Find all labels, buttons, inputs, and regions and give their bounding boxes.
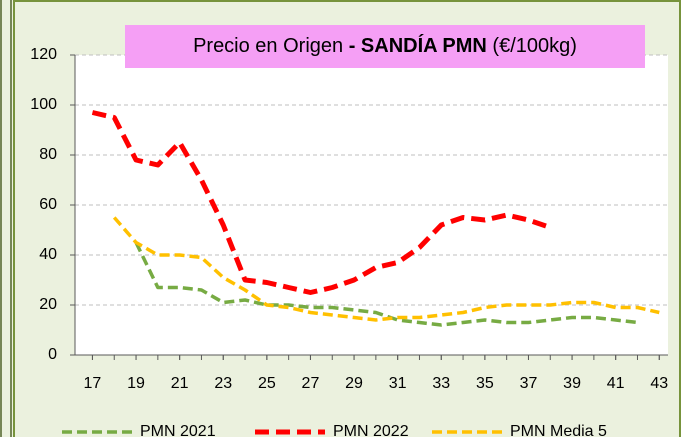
y-tick-label: 40 [39,246,57,263]
x-tick-label: 23 [214,375,232,392]
x-tick-label: 17 [84,375,102,392]
title-part: Precio en Origen [193,35,343,57]
y-tick-label: 60 [39,196,57,213]
x-tick-label: 35 [476,375,494,392]
legend-label: PMN 2022 [333,423,409,437]
x-tick-label: 29 [345,375,363,392]
y-tick-label: 80 [39,146,57,163]
chart-title: Precio en Origen - SANDÍA PMN (€/100kg) [193,34,577,57]
lines [91,110,660,327]
x-tick-label: 27 [302,375,320,392]
x-tick-label: 25 [258,375,276,392]
x-tick-label: 41 [607,375,625,392]
y-tick-label: 0 [48,346,57,363]
legend: PMN 2021 PMN 2022 PMN Media 5 [62,423,607,440]
x-tick-label: 33 [432,375,450,392]
y-tick-label: 100 [30,96,57,113]
series-line [112,216,660,322]
title-part: (€/100kg) [492,35,577,57]
y-tick-label: 20 [39,296,57,313]
y-tick-label: 120 [30,46,57,63]
legend-label: PMN 2021 [140,423,216,437]
x-tick-label: 37 [520,375,538,392]
series-line [91,110,552,295]
legend-label: PMN Media 5 [510,423,607,437]
x-tick-label: 19 [127,375,145,392]
x-tick-label: 43 [650,375,668,392]
series-line [134,241,638,327]
x-tick-label: 39 [563,375,581,392]
title-part: - SANDÍA PMN [349,34,487,57]
title-box [125,25,645,68]
x-tick-label: 21 [171,375,189,392]
x-tick-label: 31 [389,375,407,392]
